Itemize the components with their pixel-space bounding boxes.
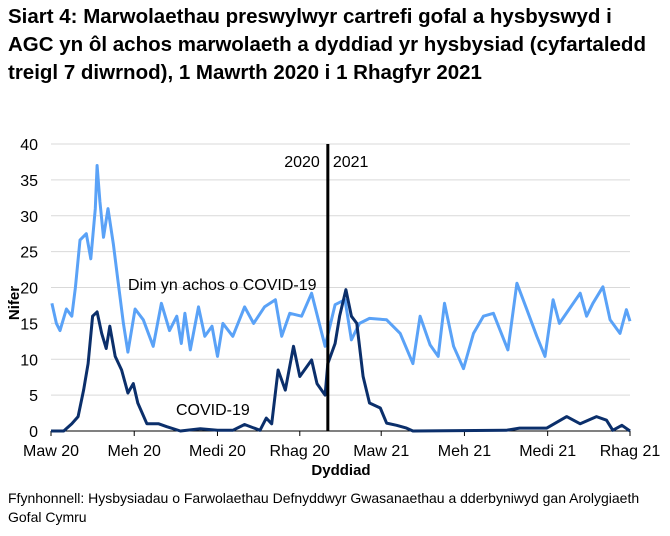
x-tick-label: Meh 21	[438, 443, 491, 460]
x-tick-label: Maw 20	[23, 443, 79, 460]
y-tick-label: 30	[20, 209, 38, 226]
x-axis-ticks: Maw 20 Meh 20 Medi 20 Rhag 20 Maw 21 Meh 21 Me…	[23, 430, 661, 460]
gridlines	[51, 143, 630, 396]
x-tick-label: Rhag 20	[270, 443, 331, 460]
y-axis-ticks: 0 5 10 15 20 25 30 35 40	[20, 137, 38, 441]
year-divider: 2020 2021	[284, 144, 369, 431]
y-tick-label: 25	[20, 245, 38, 262]
y-tick-label: 10	[20, 352, 38, 369]
y-tick-label: 35	[20, 173, 38, 190]
x-tick-label: Maw 21	[353, 443, 409, 460]
y-tick-label: 40	[20, 137, 38, 154]
series-line-covid	[51, 288, 631, 433]
x-tick-label: Medi 20	[189, 443, 246, 460]
y-tick-label: 0	[29, 424, 38, 441]
year-label-left: 2020	[284, 154, 320, 171]
y-tick-label: 15	[20, 316, 38, 333]
x-tick-label: Rhag 21	[600, 443, 661, 460]
y-axis-label: Nifer	[6, 286, 23, 320]
series-label-non-covid: Dim yn achos o COVID-19	[128, 277, 317, 294]
year-label-right: 2021	[333, 154, 369, 171]
source-note: Ffynhonnell: Hysbysiadau o Farwolaethau …	[8, 490, 640, 525]
y-tick-label: 5	[29, 388, 38, 405]
x-tick-label: Meh 20	[108, 443, 161, 460]
series-label-covid: COVID-19	[176, 402, 250, 419]
x-tick-label: Medi 21	[519, 443, 576, 460]
series-lines	[50, 164, 632, 433]
series-line-non-covid	[50, 164, 632, 371]
x-axis-label: Dyddiad	[311, 462, 370, 479]
y-tick-label: 20	[20, 281, 38, 298]
chart-title: Siart 4: Marwolaethau preswylwyr cartref…	[8, 5, 646, 84]
